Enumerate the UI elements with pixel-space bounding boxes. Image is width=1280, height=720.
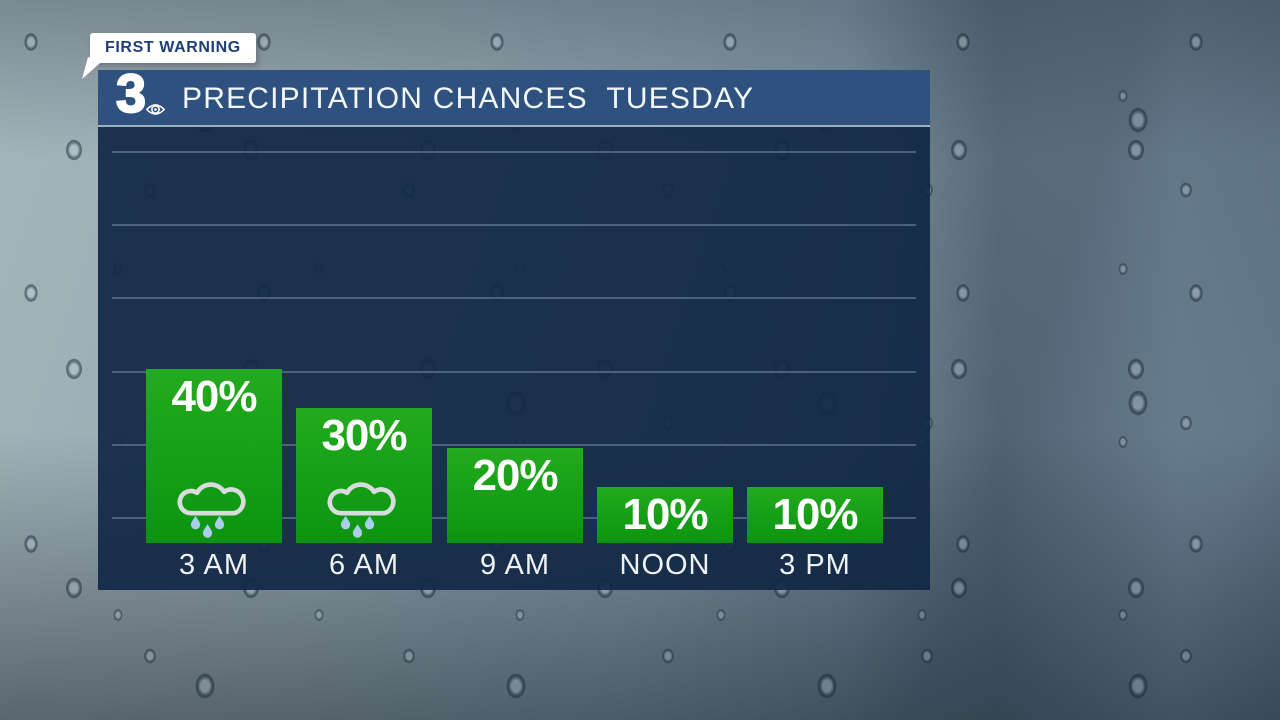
precipitation-panel: 3 PRECIPITATION CHANCES TUESDAY 40% 3 AM… xyxy=(98,63,930,590)
chart-bar-slot: 40% 3 AM xyxy=(146,369,282,590)
bar-time-label: 9 AM xyxy=(479,549,551,581)
rain-cloud-icon xyxy=(177,482,246,538)
chart-bar: 10% xyxy=(747,487,883,543)
bar-time-label: 6 AM xyxy=(328,549,400,581)
cbs-eye-icon xyxy=(146,104,165,115)
first-warning-badge: FIRST WARNING xyxy=(90,33,256,63)
precip-chart: 40% 3 AM 30% 6 AM 20% 9 AM 10% NOON 10% … xyxy=(98,127,930,590)
bar-time-label: 3 AM xyxy=(178,549,250,581)
panel-header: 3 PRECIPITATION CHANCES TUESDAY xyxy=(98,63,930,127)
gridline xyxy=(112,371,916,373)
gridline xyxy=(112,444,916,446)
bar-value-label: 10% xyxy=(772,490,858,539)
chart-bar: 40% xyxy=(146,369,282,543)
bar-value-label: 30% xyxy=(321,411,407,460)
chart-bar-slot: 10% NOON xyxy=(597,487,733,590)
panel-title: PRECIPITATION CHANCES TUESDAY xyxy=(182,81,755,115)
chart-bar: 30% xyxy=(296,408,432,543)
chart-bar-slot: 20% 9 AM xyxy=(447,448,583,590)
bar-value-label: 20% xyxy=(472,451,558,500)
gridline xyxy=(112,151,916,153)
channel-3-logo: 3 xyxy=(115,63,174,125)
first-warning-label: FIRST WARNING xyxy=(105,39,241,56)
chart-bar: 20% xyxy=(447,448,583,543)
gridline xyxy=(112,224,916,226)
chart-bar-slot: 10% 3 PM xyxy=(747,487,883,590)
bar-value-label: 10% xyxy=(622,490,708,539)
chart-bar: 10% xyxy=(597,487,733,543)
bar-time-label: 3 PM xyxy=(779,549,851,581)
rain-cloud-icon xyxy=(327,482,396,538)
bar-time-label: NOON xyxy=(619,549,711,581)
gridline xyxy=(112,297,916,299)
chart-bar-slot: 30% 6 AM xyxy=(296,408,432,590)
bar-value-label: 40% xyxy=(171,372,257,421)
channel-number: 3 xyxy=(115,63,147,125)
